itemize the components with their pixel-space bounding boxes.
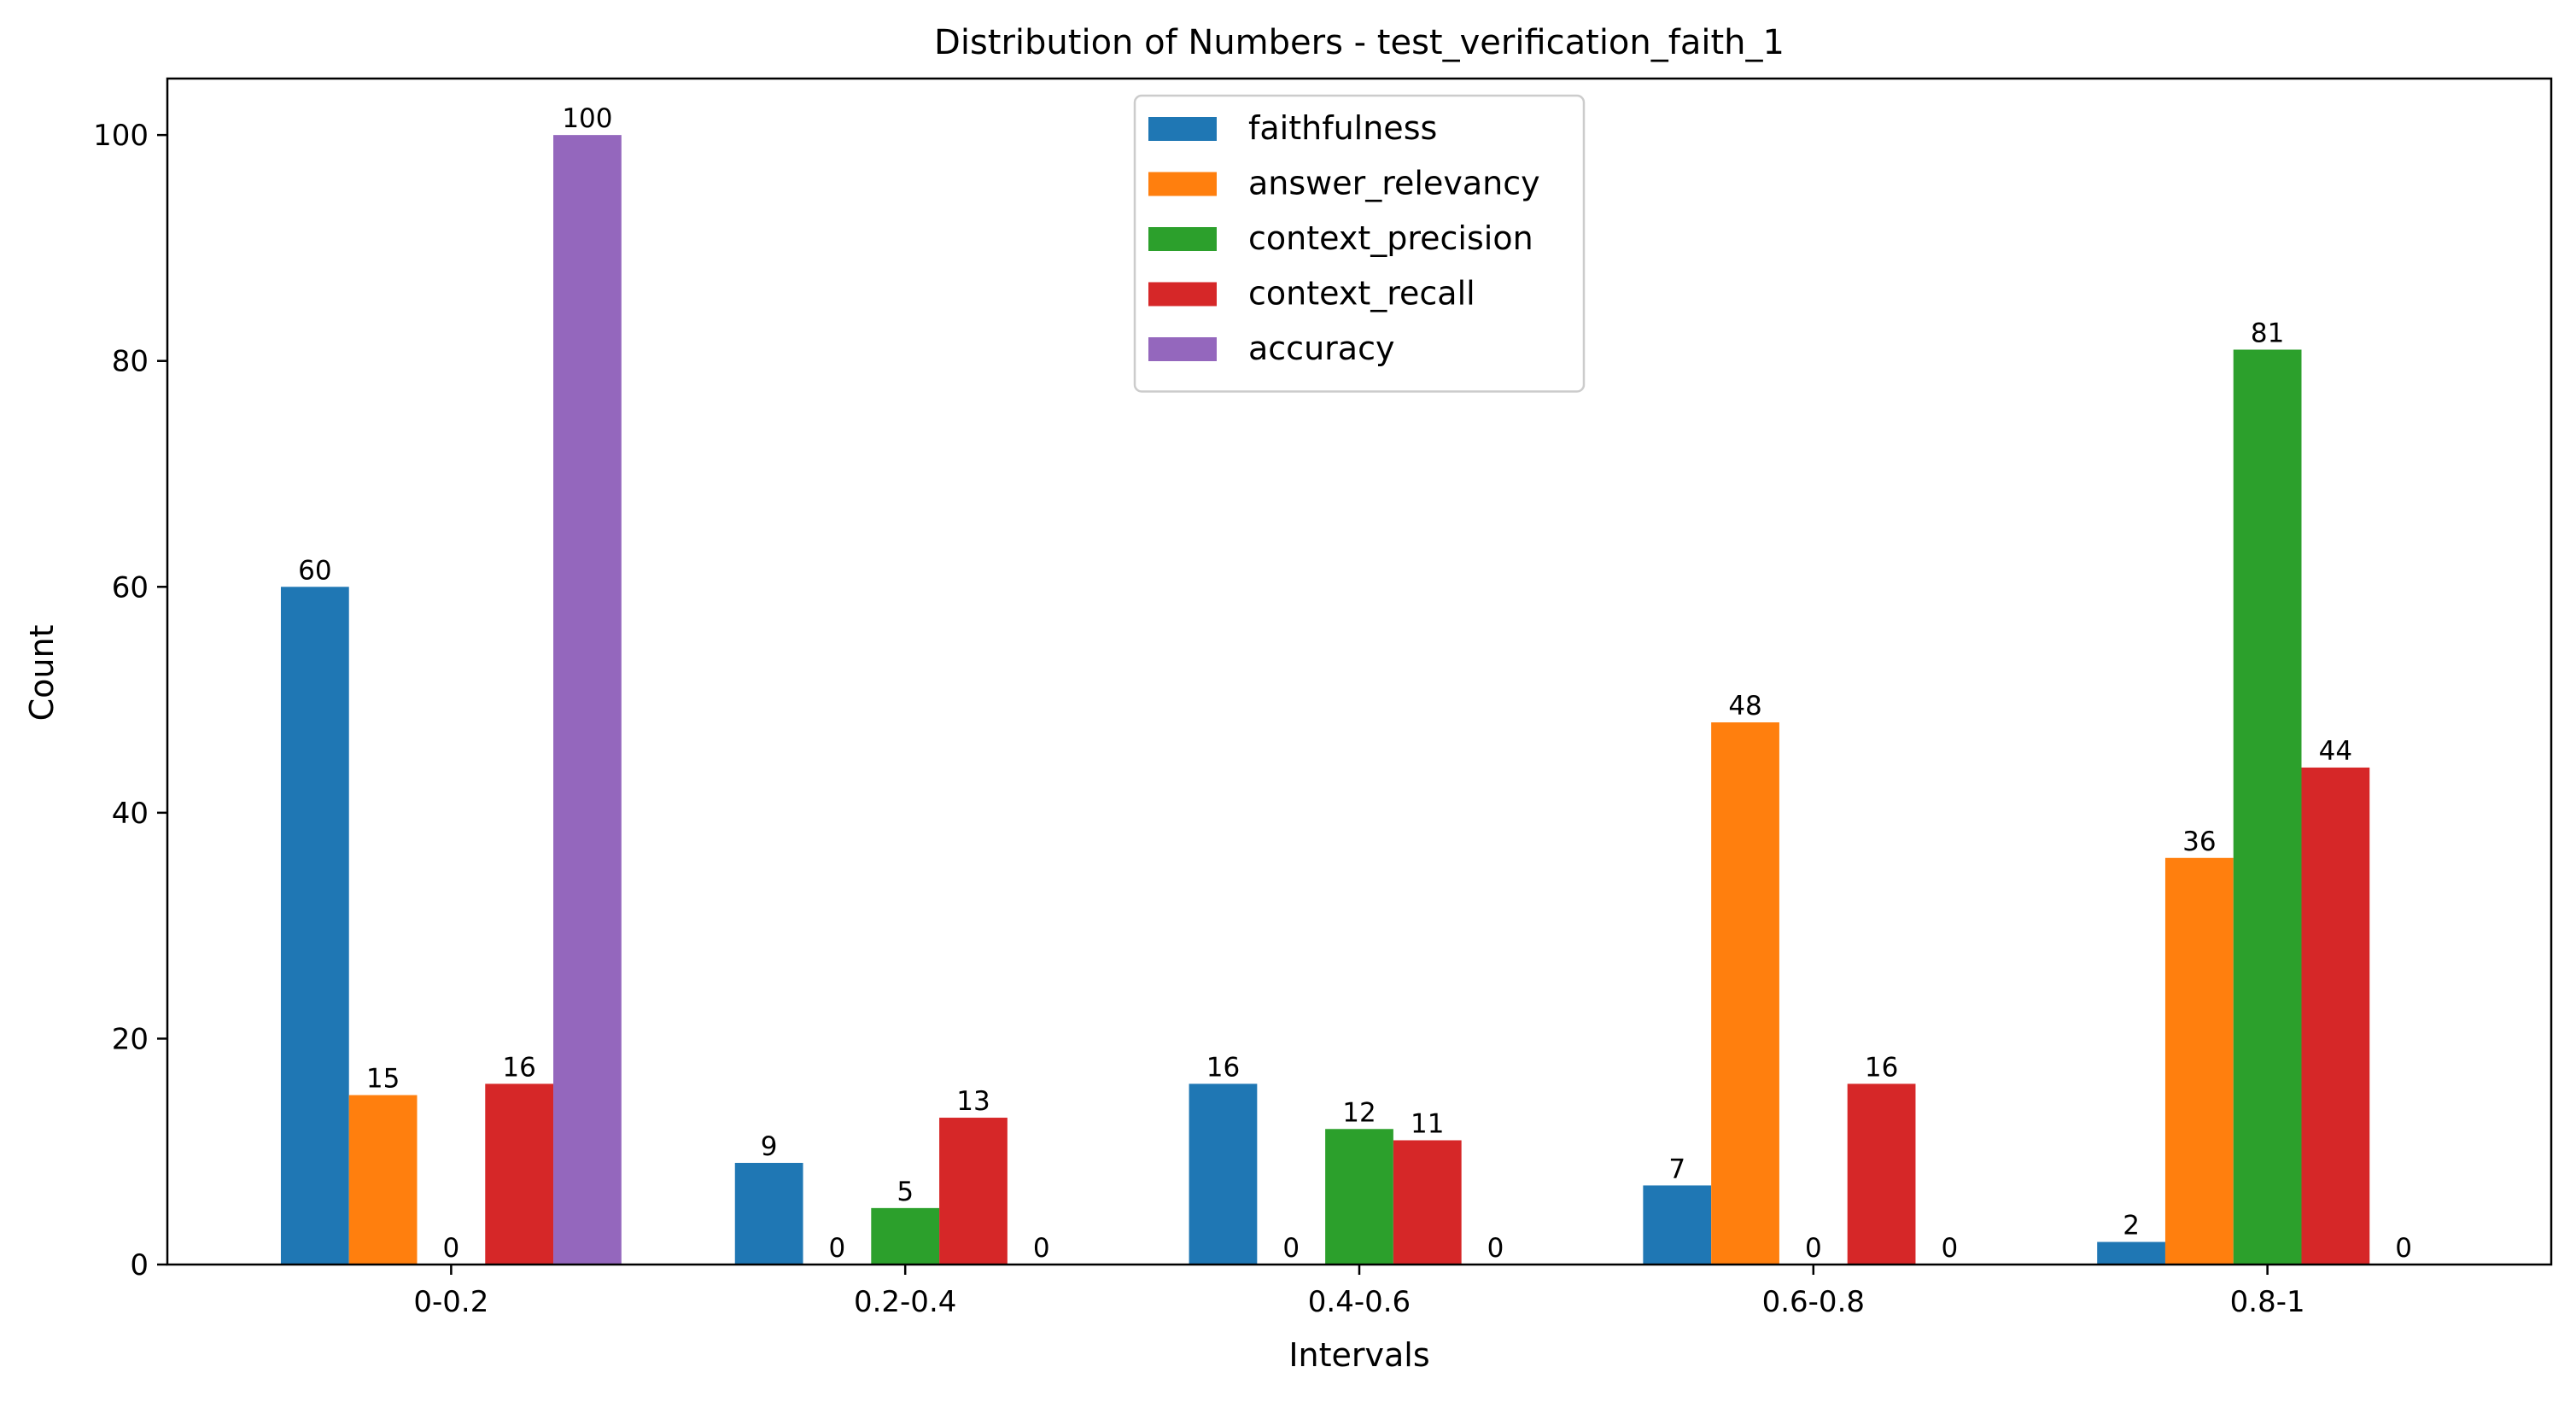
- data-label-accuracy-4: 0: [2395, 1233, 2412, 1264]
- legend-label-answer_relevancy: answer_relevancy: [1248, 165, 1540, 202]
- legend-label-accuracy: accuracy: [1248, 330, 1394, 367]
- bar-context_recall-0: [485, 1084, 554, 1265]
- legend-label-faithfulness: faithfulness: [1248, 109, 1437, 147]
- data-label-faithfulness-0: 60: [298, 555, 331, 586]
- bar-context_precision-2: [1325, 1129, 1393, 1265]
- legend-swatch-faithfulness: [1148, 117, 1217, 141]
- x-tick-label-3: 0.6-0.8: [1762, 1285, 1865, 1319]
- data-label-accuracy-0: 100: [562, 103, 612, 134]
- data-label-context_precision-4: 81: [2251, 318, 2284, 348]
- bar-context_recall-1: [939, 1118, 1008, 1265]
- data-label-context_precision-1: 5: [897, 1177, 914, 1207]
- data-label-context_recall-0: 16: [502, 1052, 535, 1083]
- data-label-accuracy-2: 0: [1487, 1233, 1504, 1264]
- y-tick-label-100: 100: [93, 119, 149, 153]
- bar-answer_relevancy-0: [348, 1095, 418, 1265]
- data-label-faithfulness-3: 7: [1668, 1154, 1685, 1184]
- bar-faithfulness-2: [1189, 1084, 1258, 1265]
- data-label-context_precision-2: 12: [1342, 1097, 1376, 1128]
- data-label-context_recall-3: 16: [1865, 1052, 1898, 1083]
- legend-swatch-answer_relevancy: [1148, 172, 1217, 196]
- y-tick-label-20: 20: [112, 1022, 149, 1056]
- bar-answer_relevancy-4: [2164, 857, 2234, 1265]
- legend-box: [1133, 94, 1586, 393]
- bar-context_precision-4: [2233, 349, 2302, 1265]
- bar-faithfulness-3: [1643, 1185, 1712, 1265]
- data-label-context_recall-2: 11: [1411, 1108, 1444, 1139]
- bar-faithfulness-0: [280, 587, 349, 1265]
- bar-context_recall-4: [2301, 767, 2370, 1265]
- data-label-faithfulness-4: 2: [2123, 1211, 2140, 1241]
- data-label-context_recall-1: 13: [956, 1086, 990, 1117]
- bar-answer_relevancy-3: [1711, 722, 1779, 1265]
- data-label-answer_relevancy-1: 0: [829, 1233, 846, 1264]
- y-tick-label-0: 0: [130, 1248, 149, 1282]
- legend-label-context_recall: context_recall: [1248, 275, 1475, 313]
- x-tick-label-0: 0-0.2: [413, 1285, 488, 1319]
- data-labels-layer: 60 9 16 7 2 15 0 0 48 36 0 5 12 0 81 16 13 11 16 44 100 0 0 0 0: [298, 103, 2412, 1264]
- bar-context_recall-2: [1393, 1140, 1462, 1265]
- x-axis-label: Intervals: [1288, 1336, 1429, 1374]
- x-tick-label-2: 0.4-0.6: [1308, 1285, 1411, 1319]
- bars-layer: [280, 135, 2370, 1265]
- data-label-answer_relevancy-2: 0: [1282, 1233, 1300, 1264]
- data-label-context_recall-4: 44: [2319, 736, 2352, 767]
- data-label-faithfulness-2: 16: [1206, 1052, 1240, 1083]
- data-label-faithfulness-1: 9: [761, 1131, 778, 1162]
- x-tick-label-4: 0.8-1: [2230, 1285, 2305, 1319]
- bar-context_precision-1: [871, 1207, 940, 1265]
- data-label-accuracy-1: 0: [1033, 1233, 1050, 1264]
- y-tick-label-60: 60: [112, 570, 149, 605]
- legend-swatch-context_recall: [1148, 282, 1217, 307]
- legend-swatch-accuracy: [1148, 337, 1217, 361]
- data-label-accuracy-3: 0: [1941, 1233, 1958, 1264]
- data-label-context_precision-0: 0: [443, 1233, 460, 1264]
- data-label-answer_relevancy-4: 36: [2182, 827, 2216, 857]
- data-label-answer_relevancy-0: 15: [366, 1064, 400, 1095]
- data-label-answer_relevancy-3: 48: [1728, 691, 1761, 721]
- legend: faithfulness answer_relevancy context_prec…: [1133, 94, 1586, 393]
- bar-accuracy-0: [553, 135, 622, 1265]
- y-axis-label: Count: [23, 625, 61, 721]
- bar-faithfulness-4: [2097, 1241, 2165, 1265]
- y-tick-label-80: 80: [112, 345, 149, 379]
- bar-faithfulness-1: [734, 1162, 803, 1265]
- legend-swatch-context_precision: [1148, 227, 1217, 251]
- legend-label-context_precision: context_precision: [1248, 219, 1533, 257]
- chart-title: Distribution of Numbers - test_verificat…: [934, 23, 1785, 62]
- y-tick-label-40: 40: [112, 797, 149, 831]
- bar-context_recall-3: [1847, 1084, 1916, 1265]
- data-label-context_precision-3: 0: [1805, 1233, 1822, 1264]
- x-tick-label-1: 0.2-0.4: [854, 1285, 956, 1319]
